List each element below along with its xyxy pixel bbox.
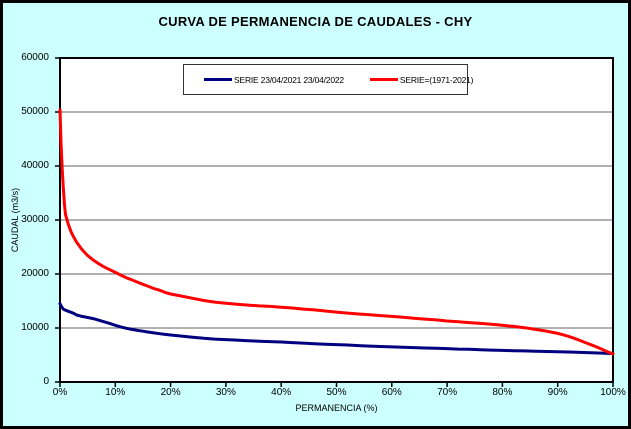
x-tick-label-100%: 100% bbox=[600, 387, 626, 398]
chart-title: CURVA DE PERMANENCIA DE CAUDALES - CHY bbox=[158, 14, 473, 29]
legend-box: SERIE 23/04/2021 23/04/2022 SERIE=(1971-… bbox=[183, 64, 474, 95]
legend-line-sample-blue bbox=[204, 78, 232, 81]
x-axis-title: PERMANENCIA (%) bbox=[295, 403, 378, 413]
plot-area bbox=[55, 57, 615, 387]
x-tick-label-40%: 40% bbox=[271, 387, 292, 398]
y-tick-label-10000: 10000 bbox=[21, 322, 49, 333]
y-tick-label-50000: 50000 bbox=[21, 106, 49, 117]
x-tick-label-60%: 60% bbox=[381, 387, 402, 398]
series-curve-0 bbox=[58, 302, 615, 356]
x-tick-label-50%: 50% bbox=[326, 387, 347, 398]
y-axis-title: CAUDAL (m3/s) bbox=[10, 187, 20, 253]
x-tick-label-90%: 90% bbox=[547, 387, 568, 398]
x-tick-label-0%: 0% bbox=[52, 387, 68, 398]
y-tick-label-30000: 30000 bbox=[21, 214, 49, 225]
x-tick-label-70%: 70% bbox=[437, 387, 458, 398]
legend-line-sample-red bbox=[369, 78, 398, 81]
series-curve-1 bbox=[58, 108, 615, 356]
legend-entry-serie-2021-2022: SERIE 23/04/2021 23/04/2022 bbox=[204, 75, 344, 85]
y-tick-label-20000: 20000 bbox=[21, 268, 49, 279]
legend-label: SERIE=(1971-2021) bbox=[399, 74, 474, 85]
legend-label: SERIE 23/04/2021 23/04/2022 bbox=[234, 74, 344, 85]
x-tick-label-10%: 10% bbox=[105, 387, 126, 398]
y-tick-label-60000: 60000 bbox=[21, 52, 49, 63]
legend-entry-serie-1971-2021: SERIE=(1971-2021) bbox=[369, 74, 474, 85]
x-tick-label-30%: 30% bbox=[215, 387, 236, 398]
x-tick-label-80%: 80% bbox=[492, 387, 513, 398]
y-tick-label-0: 0 bbox=[43, 376, 49, 387]
x-tick-label-20%: 20% bbox=[160, 387, 181, 398]
y-tick-label-40000: 40000 bbox=[21, 160, 49, 171]
